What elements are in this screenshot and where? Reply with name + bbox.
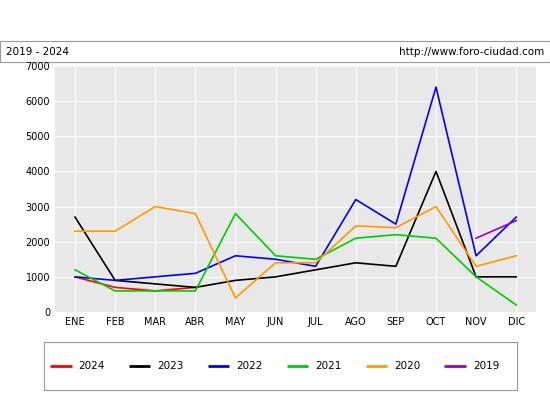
Text: Evolucion Nº Turistas Nacionales en el municipio de El Coronil: Evolucion Nº Turistas Nacionales en el m… — [43, 14, 507, 28]
Text: 2022: 2022 — [236, 361, 263, 371]
Text: 2021: 2021 — [315, 361, 342, 371]
Text: 2020: 2020 — [394, 361, 420, 371]
Text: 2019: 2019 — [473, 361, 499, 371]
Text: 2023: 2023 — [157, 361, 184, 371]
Text: 2019 - 2024: 2019 - 2024 — [6, 47, 69, 57]
Text: 2024: 2024 — [79, 361, 105, 371]
Text: http://www.foro-ciudad.com: http://www.foro-ciudad.com — [399, 47, 544, 57]
